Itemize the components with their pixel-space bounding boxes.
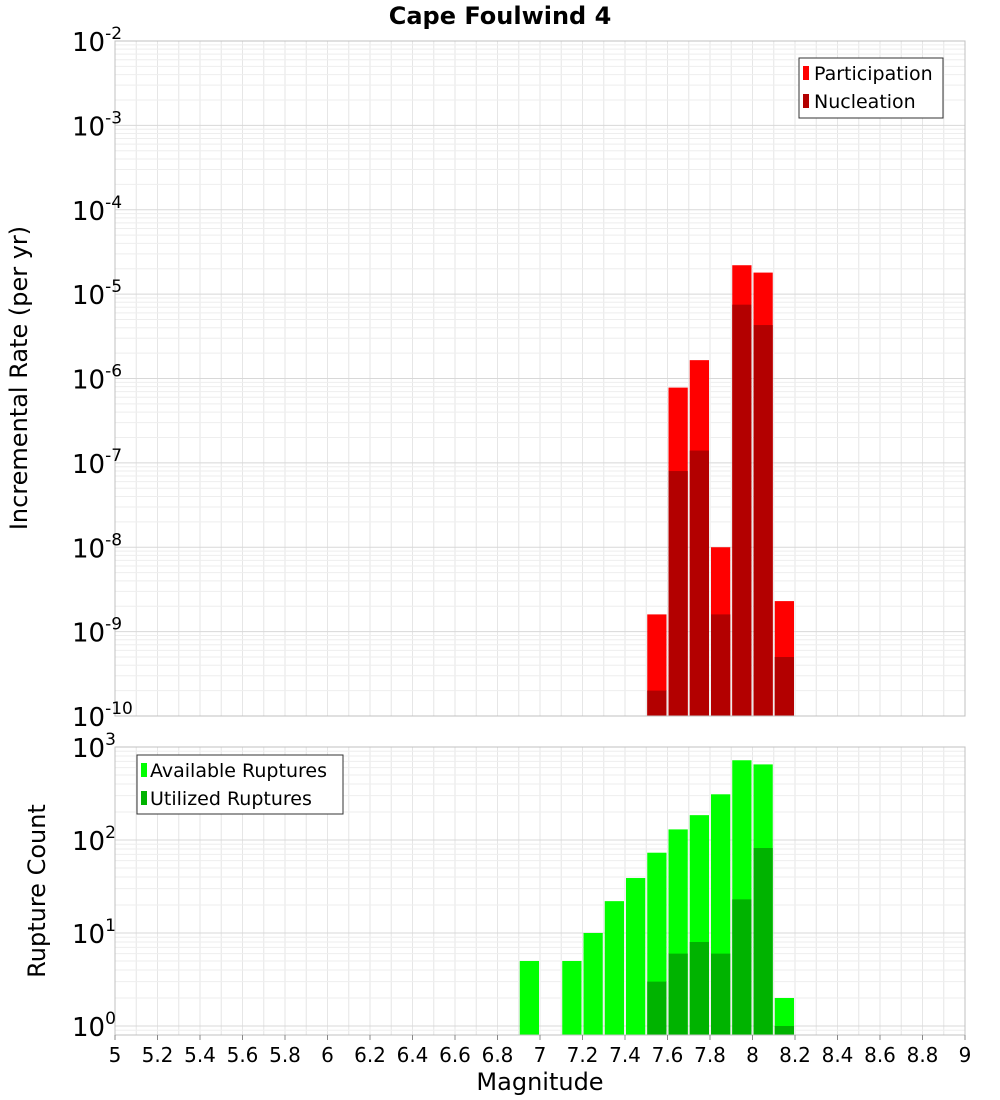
x-axis-ticks: 5 5.2 5.4 5.6 5.8 6 6.2 6.4 6.6 6.8 7 7.2 7.4 7.6 7.8 8…	[109, 1035, 972, 1067]
legend-swatch-nucleation	[803, 94, 809, 108]
top-y-tick-label: 10-8	[72, 530, 122, 564]
top-bar-s2	[689, 450, 709, 716]
x-tick-label: 6	[321, 1043, 334, 1067]
bottom-bar-s1	[604, 901, 624, 1035]
x-tick-label: 8.2	[779, 1043, 811, 1067]
bottom-bar-s1	[774, 997, 794, 1035]
bottom-bar-s1	[626, 878, 646, 1035]
bottom-plot-bars	[519, 760, 794, 1035]
top-plot-bars	[647, 265, 794, 716]
bottom-y-tick-label: 103	[72, 730, 116, 764]
top-y-tick-label: 10-3	[72, 108, 122, 142]
x-tick-label: 8.6	[864, 1043, 896, 1067]
chart-title: Cape Foulwind 4	[389, 2, 612, 30]
bottom-bar-s2	[689, 942, 709, 1035]
x-tick-label: 6.6	[439, 1043, 471, 1067]
top-bar-s2	[753, 325, 773, 716]
x-tick-label: 7.4	[609, 1043, 641, 1067]
x-tick-label: 8.4	[822, 1043, 854, 1067]
bottom-y-tick-label: 100	[72, 1009, 116, 1043]
bottom-bar-s2	[711, 953, 731, 1035]
bottom-bar-s2	[668, 953, 688, 1035]
x-tick-label: 6.2	[354, 1043, 386, 1067]
bottom-legend-box	[136, 754, 344, 815]
bottom-y-axis-ticks: 100 101 102 103	[72, 730, 116, 1043]
bottom-bar-s1	[519, 960, 539, 1035]
x-tick-label: 7	[534, 1043, 547, 1067]
x-tick-label: 8	[746, 1043, 759, 1067]
x-tick-label: 5.2	[142, 1043, 174, 1067]
legend-label-available: Available Ruptures	[150, 760, 327, 782]
top-y-axis-label: Incremental Rate (per yr)	[5, 226, 33, 530]
x-tick-label: 5	[109, 1043, 122, 1067]
x-tick-label: 8.8	[907, 1043, 939, 1067]
top-y-axis-ticks: 10-10 10-9 10-8 10-7 10-6 10-5 10-4 10-3 10-2	[72, 24, 133, 733]
top-y-tick-label: 10-2	[72, 24, 122, 58]
top-y-tick-label: 10-10	[72, 699, 133, 733]
legend-label-nucleation: Nucleation	[814, 91, 916, 113]
x-tick-label: 6.8	[482, 1043, 514, 1067]
bottom-legend: Available Ruptures Utilized Ruptures	[136, 754, 344, 815]
legend-swatch-available	[141, 763, 147, 777]
bottom-bar-s1	[583, 932, 603, 1035]
x-tick-label: 5.4	[184, 1043, 216, 1067]
top-y-tick-label: 10-4	[72, 193, 122, 227]
legend-label-utilized: Utilized Ruptures	[150, 788, 312, 810]
bottom-bar-s2	[732, 899, 752, 1035]
bottom-bar-s2	[774, 1025, 794, 1035]
top-bar-s2	[774, 657, 794, 716]
legend-label-participation: Participation	[814, 63, 933, 85]
x-axis-label: Magnitude	[476, 1068, 603, 1096]
x-tick-label: 7.2	[567, 1043, 599, 1067]
top-plot-grid	[114, 40, 966, 717]
x-tick-label: 7.8	[694, 1043, 726, 1067]
x-tick-label: 6.4	[397, 1043, 429, 1067]
x-tick-label: 5.8	[269, 1043, 301, 1067]
bottom-y-tick-label: 102	[72, 823, 116, 857]
top-y-tick-label: 10-7	[72, 446, 122, 480]
x-tick-label: 9	[959, 1043, 972, 1067]
top-bar-s2	[732, 304, 752, 716]
top-y-tick-label: 10-5	[72, 277, 122, 311]
legend-swatch-participation	[803, 66, 809, 80]
bottom-bar-s1	[562, 960, 582, 1035]
bottom-y-axis-label: Rupture Count	[23, 804, 51, 978]
top-bar-s2	[711, 614, 731, 716]
legend-swatch-utilized	[141, 791, 147, 805]
top-y-tick-label: 10-9	[72, 615, 122, 649]
top-bar-s2	[647, 690, 667, 716]
bottom-bar-s2	[753, 848, 773, 1035]
top-legend: Participation Nucleation	[798, 57, 944, 119]
x-tick-label: 7.6	[652, 1043, 684, 1067]
bottom-y-tick-label: 101	[72, 916, 116, 950]
top-bar-s2	[668, 471, 688, 716]
x-tick-label: 5.6	[227, 1043, 259, 1067]
top-plot-frame	[114, 40, 966, 717]
top-y-tick-label: 10-6	[72, 362, 122, 396]
bottom-bar-s2	[647, 981, 667, 1035]
top-legend-box	[798, 57, 944, 119]
